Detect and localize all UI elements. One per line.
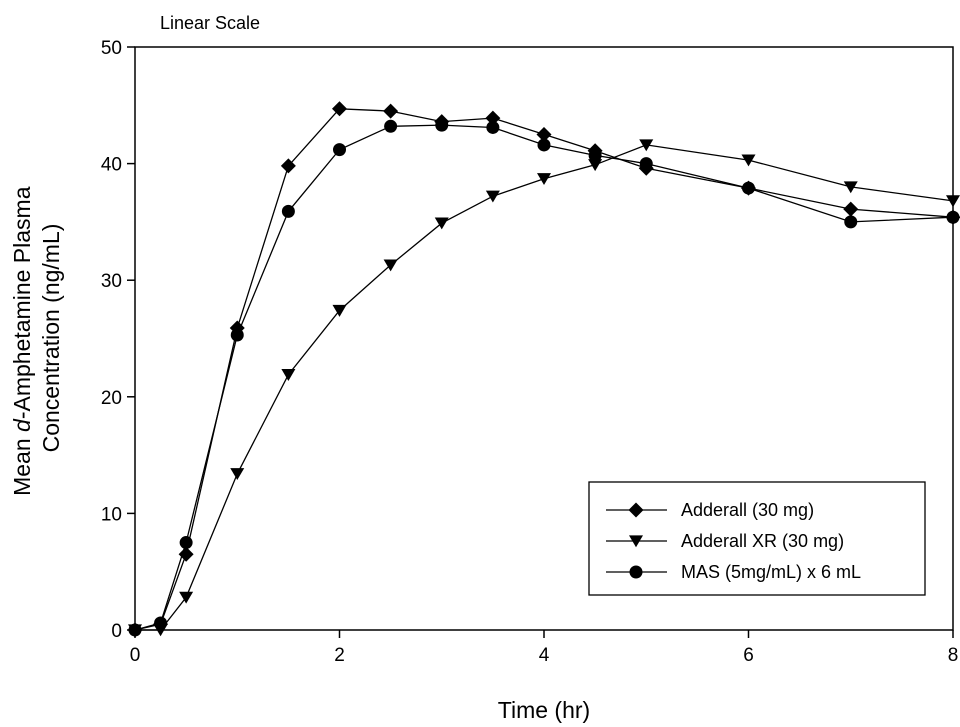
y-tick-label: 50 (101, 38, 122, 59)
y-axis-title-rest: -Amphetamine Plasma (9, 186, 35, 419)
triangle-down-marker (383, 259, 398, 272)
triangle-down-marker (485, 190, 500, 203)
circle-marker (333, 143, 346, 157)
circle-marker (435, 118, 449, 132)
y-tick-label: 40 (101, 155, 122, 176)
legend-entry: MAS (5mg/mL) x 6 mL (681, 562, 861, 582)
circle-marker (384, 119, 398, 133)
diamond-marker (383, 103, 399, 119)
legend: Adderall (30 mg) Adderall XR (30 mg) MAS (… (588, 481, 926, 596)
triangle-down-marker (629, 535, 643, 548)
y-tick-label: 20 (101, 388, 122, 409)
series-triangle-down (128, 139, 960, 637)
diamond-marker (485, 110, 501, 126)
circle-marker (154, 616, 168, 630)
x-tick-label: 6 (743, 645, 754, 666)
circle-marker (281, 204, 295, 218)
circle-marker (629, 565, 643, 579)
y-axis-title: Mean d-Amphetamine Plasma Concentration … (9, 180, 64, 496)
x-tick-label: 4 (539, 645, 550, 666)
circle-marker (128, 623, 142, 637)
diamond-marker (536, 126, 552, 142)
series-circle (128, 118, 960, 637)
x-tick-label: 8 (948, 645, 959, 666)
diamond-marker (178, 546, 194, 562)
legend-box (588, 481, 926, 596)
y-axis-title-line2: Concentration (ng/mL) (38, 224, 64, 453)
circle-marker (742, 181, 755, 195)
y-axis-title-line1: Mean d-Amphetamine Plasma (9, 186, 35, 496)
chart-annotation: Linear Scale (160, 13, 260, 33)
y-tick-label: 10 (101, 504, 122, 525)
triangle-down-marker (179, 591, 194, 604)
diamond-marker (332, 101, 347, 117)
x-tick-label: 0 (130, 645, 141, 666)
y-axis-title-prefix: Mean (9, 432, 35, 496)
circle-marker (537, 138, 551, 152)
circle-marker (588, 148, 602, 162)
circle-marker (179, 536, 193, 550)
y-tick-label: 0 (111, 621, 122, 642)
triangle-down-marker (434, 217, 449, 230)
circle-marker (844, 215, 858, 229)
legend-entry: Adderall (30 mg) (681, 500, 814, 520)
triangle-down-marker (281, 369, 296, 381)
y-tick-label: 30 (101, 271, 122, 292)
y-axis-title-italic: d (9, 418, 35, 432)
diamond-marker (280, 158, 296, 174)
circle-marker (486, 120, 500, 134)
triangle-down-marker (946, 195, 960, 208)
diamond-marker (843, 201, 859, 217)
triangle-down-marker (230, 468, 245, 481)
x-tick-label: 2 (334, 645, 345, 666)
diamond-marker (628, 502, 644, 518)
triangle-down-marker (843, 181, 858, 194)
x-axis-title: Time (hr) (498, 697, 590, 723)
triangle-down-marker (537, 173, 551, 186)
plot-area: 0 10 20 30 40 50 0 2 4 6 8 (101, 38, 960, 666)
legend-entry: Adderall XR (30 mg) (681, 531, 844, 551)
circle-marker (946, 210, 960, 224)
circle-marker (230, 328, 244, 342)
triangle-down-marker (588, 159, 603, 172)
triangle-down-marker (332, 304, 347, 317)
triangle-down-marker (639, 139, 654, 152)
circle-marker (639, 157, 653, 171)
triangle-down-marker (741, 154, 756, 167)
